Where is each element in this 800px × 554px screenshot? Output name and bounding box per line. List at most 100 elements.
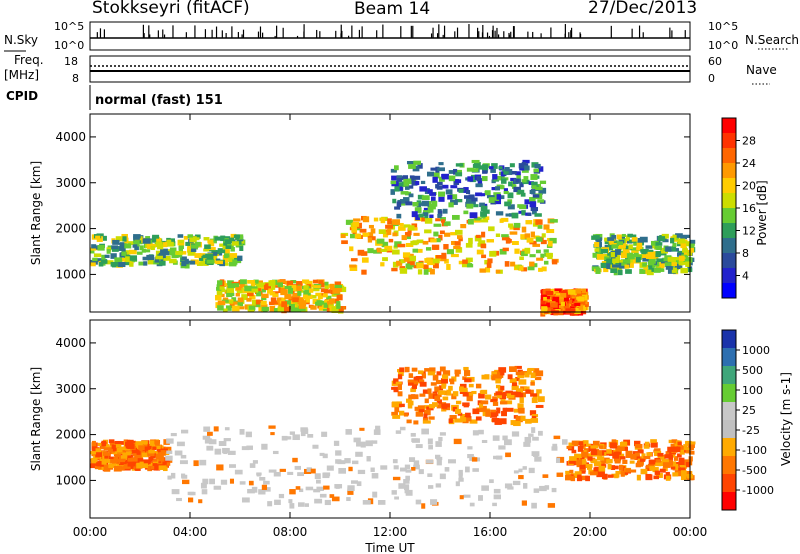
echo-cell [508,181,513,187]
echo-cell [261,288,266,293]
echo-cell [103,459,112,464]
echo-cell [235,293,240,297]
echo-cell [413,160,422,165]
echo-cell [152,446,157,451]
echo-cell [198,499,203,504]
echo-cell [195,241,201,247]
echo-cell [409,175,415,181]
echo-cell [323,289,331,294]
echo-cell [357,469,366,475]
echo-cell [227,450,236,455]
echo-cell [454,372,460,377]
echo-cell [328,302,334,309]
echo-cell [442,396,449,401]
echo-cell [482,216,490,220]
echo-cell [393,465,399,470]
echo-cell [237,306,245,310]
echo-cell [502,435,508,441]
echo-cell [370,467,375,472]
echo-cell [306,294,313,300]
echo-cell [253,279,259,285]
echo-cell [211,249,218,254]
echo-cell [430,238,437,243]
echo-cell [549,237,557,244]
echo-cell [423,210,431,214]
echo-cell [169,247,177,253]
echo-cell [332,289,340,294]
echo-cell [475,183,483,188]
echo-cell [675,260,680,264]
echo-cell [416,248,423,253]
echo-cell [403,413,409,417]
echo-cell [404,366,410,373]
echo-cell [331,496,340,502]
echo-cell [577,296,585,302]
echo-cell [509,163,515,168]
echo-cell [637,449,644,454]
echo-cell [396,213,402,219]
echo-cell [318,306,326,311]
echo-cell [121,247,126,253]
beam-label: Beam 14 [354,0,431,19]
echo-cell [480,405,487,412]
echo-cell [492,174,498,180]
echo-cell [528,467,535,474]
echo-cell [478,240,486,246]
echo-cell [203,248,210,252]
echo-cell [148,456,154,460]
echo-cell [654,253,661,258]
echo-cell [672,234,677,241]
echo-cell [224,239,232,244]
colorbar-tick: 16 [742,202,756,215]
echo-cell [371,473,379,479]
echo-cell [366,456,371,462]
echo-cell [577,445,584,452]
echo-cell [648,265,653,270]
echo-cell [645,245,653,249]
echo-cell [406,235,411,240]
echo-cell [166,438,174,444]
echo-cell [390,168,397,173]
echo-cell [439,366,446,372]
echo-cell [478,393,485,399]
echo-cell [136,462,143,469]
echo-cell [426,406,434,411]
echo-cell [336,301,341,306]
echo-cell [435,483,442,488]
echo-cell [237,301,244,307]
echo-cell [322,472,330,479]
echo-cell [223,438,231,442]
echo-cell [518,407,525,414]
echo-cell [209,238,217,244]
echo-cell [247,280,255,284]
echo-cell [451,240,456,245]
echo-cell [155,440,160,446]
echo-cell [232,305,240,312]
echo-cell [397,384,402,390]
echo-cell [108,439,115,444]
echo-cell [221,262,229,266]
echo-cell [289,489,296,495]
echo-cell [454,369,461,375]
echo-cell [394,407,400,413]
echo-cell [689,239,696,244]
echo-cell [474,217,482,221]
echo-cell [385,224,393,229]
echo-cell [480,243,487,249]
echo-cell [108,463,117,468]
echo-cell [284,293,292,300]
echo-cell [288,499,293,504]
echo-cell [533,488,540,493]
echo-cell [497,195,505,200]
echo-cell [482,411,488,417]
echo-cell [158,252,166,259]
echo-cell [625,269,632,274]
echo-cell [277,279,286,284]
echo-cell [578,441,584,446]
echo-cell [664,262,673,267]
echo-cell [184,262,190,269]
echo-cell [532,243,541,247]
echo-cell [453,168,458,175]
echo-cell [682,248,688,253]
echo-cell [511,385,519,391]
